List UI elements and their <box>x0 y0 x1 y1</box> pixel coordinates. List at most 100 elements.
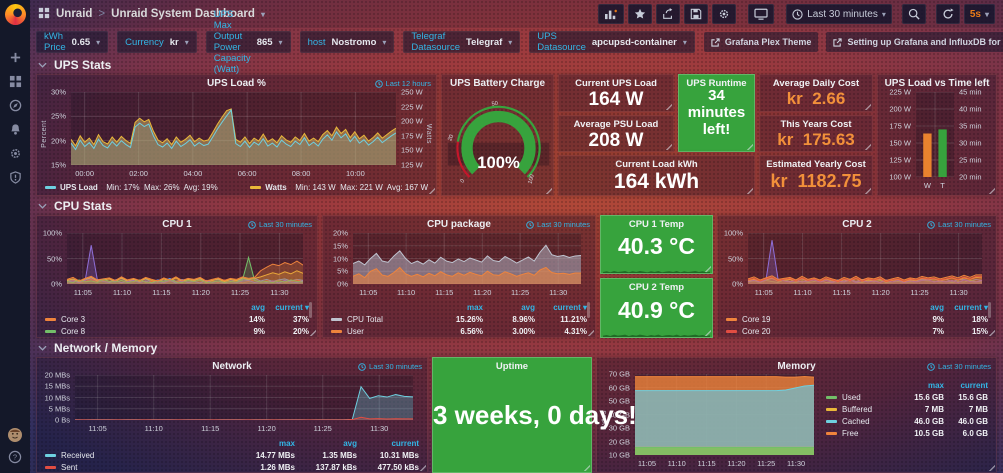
resize-handle[interactable] <box>583 464 590 471</box>
variable-host[interactable]: host Nostromo ▾ <box>299 31 395 53</box>
resize-handle[interactable] <box>309 329 316 336</box>
cpu1-legend[interactable]: avg current ▾ Core 3 14% 37% Core 8 9% 20% <box>45 302 312 337</box>
share-button[interactable] <box>656 4 681 24</box>
cpu1-chart[interactable]: 100% 50% 0% 11:05 11:10 11:15 11:20 11:25 11:30 <box>41 229 311 297</box>
network-legend[interactable]: max avg current Received 14.77 MBs 1.35 MBs 10… <box>45 438 419 473</box>
resize-handle[interactable] <box>704 265 711 272</box>
stat-title[interactable]: Estimated Yearly Cost <box>766 159 866 170</box>
refresh-interval-picker[interactable]: 5s ▾ <box>963 4 995 24</box>
memory-legend[interactable]: max current Used 15.6 GB 15.6 GB Buffered 7 MB… <box>826 380 988 439</box>
ups-load-legend[interactable]: UPS Load Min: 17% Max: 26% Avg: 19% Watts… <box>45 183 428 192</box>
time-range-badge: Last 30 minutes <box>927 220 991 229</box>
section-ups-stats[interactable]: UPS Stats <box>38 58 111 72</box>
chevron-down-icon: ▾ <box>260 9 265 19</box>
stat-title[interactable]: Average Daily Cost <box>772 78 860 89</box>
refresh-button[interactable] <box>935 4 960 24</box>
panel-title[interactable]: UPS Load vs Time left <box>884 78 990 89</box>
section-cpu-stats[interactable]: CPU Stats <box>38 199 112 213</box>
panel-title[interactable]: Memory <box>777 361 816 372</box>
time-range-badge: Last 12 hours <box>374 79 431 88</box>
variable-currency[interactable]: Currency kr ▾ <box>117 31 197 53</box>
resize-handle[interactable] <box>864 187 871 194</box>
link-grafana-plex-theme[interactable]: Grafana Plex Theme <box>703 32 819 52</box>
save-button[interactable] <box>684 4 709 24</box>
resize-handle[interactable] <box>746 187 753 194</box>
resize-handle[interactable] <box>988 464 995 471</box>
panel-memory: Memory Last 30 minutes 70 GB 60 GB 50 GB 40… <box>596 357 997 473</box>
stat-title[interactable]: Current UPS Load <box>575 78 657 89</box>
resize-handle[interactable] <box>746 143 753 150</box>
sidebar: ? <box>0 0 30 473</box>
stat-title[interactable]: Average PSU Load <box>573 119 659 130</box>
legend-row: Cached 46.0 GB 46.0 GB <box>826 415 988 427</box>
variable-telegraf-datasource[interactable]: Telegraf Datasource Telegraf ▾ <box>403 31 521 53</box>
resize-handle[interactable] <box>545 187 552 194</box>
stat-title[interactable]: This Years Cost <box>780 119 852 130</box>
resize-handle[interactable] <box>587 329 594 336</box>
variable-kwh-price[interactable]: kWh Price 0.65 ▾ <box>36 31 109 53</box>
panel-title[interactable]: CPU 2 <box>842 219 872 230</box>
cpu2-chart[interactable]: 100% 50% 0% 11:05 11:10 11:15 11:20 11:25 11:30 <box>722 229 990 297</box>
legend-scrollbar[interactable] <box>988 302 991 318</box>
resize-handle[interactable] <box>428 187 435 194</box>
variable-ups-max-output[interactable]: UPS Max Output Power Capacity (Watt) 865 ▾ <box>205 9 291 75</box>
resize-handle[interactable] <box>704 329 711 336</box>
user-avatar[interactable] <box>7 427 23 443</box>
legend-scrollbar[interactable] <box>309 302 312 318</box>
section-network-memory[interactable]: Network / Memory <box>38 341 157 355</box>
explore-compass-icon[interactable] <box>7 97 23 113</box>
memory-chart[interactable]: 70 GB 60 GB 50 GB 40 GB 30 GB 20 GB 10 GB Bytes… <box>601 370 820 468</box>
breadcrumb[interactable]: Unraid > Unraid System Dashboard ▾ <box>38 7 265 22</box>
resize-handle[interactable] <box>419 464 426 471</box>
resize-handle[interactable] <box>665 103 672 110</box>
series-swatch <box>250 186 262 189</box>
breadcrumb-app[interactable]: Unraid <box>56 8 93 20</box>
cpu-package-chart[interactable]: 20% 15% 10% 5% 0% 11:05 11:10 11:15 11:20 11:25 11… <box>327 229 589 297</box>
resize-handle[interactable] <box>988 187 995 194</box>
cpu2-legend[interactable]: avg current ▾ Core 19 9% 18% Core 20 7% 15% <box>726 302 991 337</box>
stat-title[interactable]: CPU 2 Temp <box>628 282 685 293</box>
stat-title[interactable]: CPU 1 Temp <box>628 219 685 230</box>
stat-title[interactable]: Current Load kWh <box>615 159 698 170</box>
panel-title[interactable]: UPS Battery Charge <box>449 78 546 89</box>
load-vs-time-bar-chart[interactable]: 225 W 200 W 175 W 150 W 125 W 100 W 45 min 40 m… <box>889 87 982 191</box>
time-range-label: Last 30 minutes <box>807 8 878 20</box>
ups-load-chart[interactable]: 30% 25% 20% 15% 250 W 225 W 200 W 175 W 150 W 125… <box>41 87 432 179</box>
dashboard-title[interactable]: Unraid System Dashboard <box>111 8 255 20</box>
grafana-logo-icon[interactable] <box>4 4 26 25</box>
svg-text:100%: 100% <box>477 153 520 172</box>
variable-ups-datasource[interactable]: UPS Datasource apcupsd-container ▾ <box>529 31 695 53</box>
clock-icon <box>248 220 256 229</box>
chevron-down-icon <box>38 345 47 351</box>
stat-title[interactable]: Uptime <box>495 361 529 372</box>
stat-title[interactable]: UPS Runtime <box>686 78 747 89</box>
resize-handle[interactable] <box>864 143 871 150</box>
dashboards-icon[interactable] <box>7 73 23 89</box>
link-ups-monitoring-guide[interactable]: Setting up Grafana and InfluxDB for UPS … <box>826 32 1003 52</box>
star-button[interactable] <box>628 4 653 24</box>
cpu-package-legend[interactable]: max avg current ▾ CPU Total 15.26% 8.96% 11.21… <box>331 302 590 337</box>
stat-value: 164 W <box>588 89 644 110</box>
legend-scrollbar[interactable] <box>587 302 590 318</box>
external-link-icon <box>711 37 720 47</box>
panel-title[interactable]: CPU package <box>427 219 491 230</box>
resize-handle[interactable] <box>988 329 995 336</box>
network-chart[interactable]: 20 MBs 15 MBs 10 MBs 5 MBs 0 Bs 11:05 11:10 11:… <box>41 371 421 433</box>
panel-title[interactable]: UPS Load % <box>207 78 266 89</box>
tv-mode-button[interactable] <box>748 4 775 24</box>
alerting-bell-icon[interactable] <box>7 121 23 137</box>
resize-handle[interactable] <box>665 143 672 150</box>
stat-value: kr 175.63 <box>777 130 855 149</box>
add-panel-button[interactable] <box>598 4 625 24</box>
panel-title[interactable]: CPU 1 <box>162 219 192 230</box>
add-icon[interactable] <box>7 49 23 65</box>
help-icon[interactable]: ? <box>7 449 23 465</box>
server-admin-shield-icon[interactable] <box>7 169 23 185</box>
settings-gear-button[interactable] <box>712 4 737 24</box>
time-range-picker[interactable]: Last 30 minutes ▾ <box>786 4 892 24</box>
resize-handle[interactable] <box>864 103 871 110</box>
panel-cpu-1: CPU 1 Last 30 minutes 100% 50% 0% 11:05 11:1… <box>36 215 318 338</box>
configuration-gear-icon[interactable] <box>7 145 23 161</box>
zoom-out-button[interactable] <box>901 4 926 24</box>
panel-title[interactable]: Network <box>212 361 252 372</box>
